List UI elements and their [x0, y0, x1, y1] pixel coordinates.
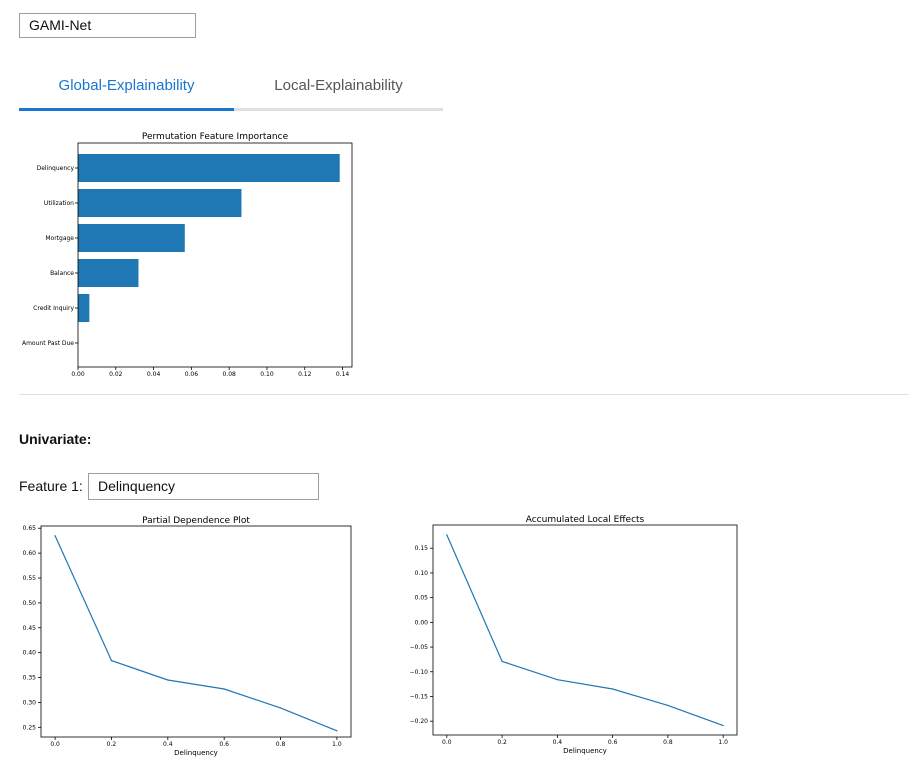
y-tick-label-6: 0.10: [415, 570, 429, 577]
y-tick-label-8: 0.65: [23, 525, 37, 532]
x-axis-label: Delinquency: [563, 747, 607, 755]
bar-0: [78, 154, 340, 182]
x-tick-label-6: 0.12: [298, 371, 312, 378]
data-point-0: [446, 534, 448, 536]
data-point-3: [612, 688, 614, 690]
data-point-0: [54, 535, 56, 537]
data-point-2: [167, 679, 169, 681]
y-tick-label-1: Utilization: [44, 200, 74, 207]
y-tick-label-1: 0.30: [23, 699, 37, 706]
section-divider: [19, 394, 909, 395]
y-tick-label-0: −0.20: [410, 718, 429, 725]
x-tick-label-1: 0.02: [109, 371, 123, 378]
y-tick-label-3: 0.40: [23, 650, 37, 657]
x-axis-label: Delinquency: [174, 749, 218, 757]
x-tick-label-1: 0.2: [497, 739, 507, 746]
chart-title: Permutation Feature Importance: [142, 132, 289, 142]
feature-1-label: Feature 1:: [19, 478, 83, 494]
data-point-1: [501, 660, 503, 662]
x-tick-label-3: 0.6: [219, 741, 229, 748]
model-select[interactable]: GAMI-Net: [19, 13, 196, 38]
bar-3: [78, 259, 139, 287]
y-tick-label-2: −0.10: [410, 669, 429, 676]
x-tick-label-4: 0.08: [222, 371, 236, 378]
chart-title: Partial Dependence Plot: [142, 516, 250, 526]
bar-1: [78, 189, 242, 217]
y-tick-label-2: Mortgage: [45, 235, 74, 242]
series-line: [54, 535, 338, 732]
x-tick-label-3: 0.6: [608, 739, 618, 746]
tab-local-explainability[interactable]: Local-Explainability: [274, 77, 403, 94]
data-point-5: [336, 730, 338, 732]
tab-global-explainability[interactable]: Global-Explainability: [58, 77, 195, 94]
y-tick-label-1: −0.15: [410, 693, 429, 700]
y-tick-label-5: Amount Past Due: [22, 340, 74, 347]
data-point-2: [556, 679, 558, 681]
x-tick-label-5: 1.0: [332, 741, 342, 748]
x-tick-label-0: 0.0: [442, 739, 452, 746]
plot-frame: [77, 142, 353, 368]
x-tick-label-4: 0.8: [663, 739, 673, 746]
x-tick-label-0: 0.0: [50, 741, 60, 748]
y-tick-label-7: 0.60: [23, 550, 37, 557]
x-tick-label-2: 0.4: [553, 739, 563, 746]
bar-2: [78, 224, 185, 252]
y-tick-label-7: 0.15: [415, 545, 429, 552]
chart-title: Accumulated Local Effects: [526, 515, 645, 525]
x-tick-label-4: 0.8: [276, 741, 286, 748]
x-tick-label-5: 1.0: [718, 739, 728, 746]
x-tick-label-7: 0.14: [336, 371, 350, 378]
x-tick-label-3: 0.06: [185, 371, 199, 378]
data-point-1: [110, 660, 113, 662]
y-tick-label-3: −0.05: [410, 644, 429, 651]
data-point-3: [223, 688, 225, 690]
feature-1-select[interactable]: Delinquency: [88, 473, 319, 500]
y-tick-label-2: 0.35: [23, 675, 37, 682]
y-tick-label-0: Delinquency: [37, 165, 75, 172]
plot-frame: [432, 524, 738, 736]
data-point-4: [279, 707, 282, 709]
active-tab-indicator: [19, 108, 234, 111]
y-tick-label-0: 0.25: [23, 724, 37, 731]
y-tick-label-3: Balance: [50, 270, 74, 277]
data-point-4: [667, 704, 669, 706]
x-tick-label-0: 0.00: [71, 371, 85, 378]
x-tick-label-5: 0.10: [260, 371, 274, 378]
bar-4: [78, 294, 90, 322]
x-tick-label-1: 0.2: [107, 741, 117, 748]
explainability-tabs: Global-Explainability Local-Explainabili…: [19, 60, 443, 112]
y-tick-label-6: 0.55: [23, 575, 37, 582]
y-tick-label-5: 0.50: [23, 600, 37, 607]
data-point-5: [722, 725, 724, 727]
y-tick-label-4: 0.00: [415, 619, 429, 626]
y-tick-label-5: 0.05: [415, 595, 429, 602]
plot-frame: [40, 525, 352, 738]
univariate-heading: Univariate:: [19, 431, 92, 447]
y-tick-label-4: Credit Inquiry: [33, 305, 74, 312]
series-line: [446, 534, 724, 727]
y-tick-label-4: 0.45: [23, 625, 37, 632]
x-tick-label-2: 0.4: [163, 741, 173, 748]
x-tick-label-2: 0.04: [147, 371, 161, 378]
